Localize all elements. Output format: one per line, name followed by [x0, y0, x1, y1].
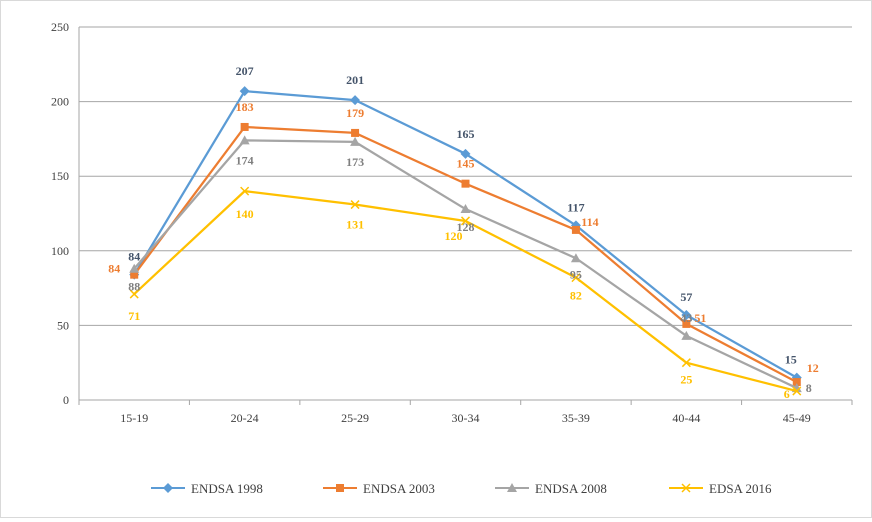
y-tick-label: 50: [57, 318, 69, 332]
data-point-marker: [571, 273, 581, 283]
data-label: 15: [785, 353, 797, 367]
data-label: 117: [567, 200, 584, 214]
series-line: [133, 139, 798, 390]
data-label: 173: [346, 155, 364, 169]
data-point-marker: [570, 253, 581, 263]
data-label: 165: [457, 127, 475, 141]
legend-item: ENDSA 2008: [495, 481, 607, 496]
data-point-marker: [461, 179, 470, 188]
data-point-marker: [239, 135, 250, 145]
data-label: 71: [128, 309, 140, 323]
legend: ENDSA 1998 ENDSA 2003 ENDSA 2008 EDSA 2016: [151, 481, 772, 496]
data-point-marker: [240, 122, 249, 131]
x-tick-label: 35-39: [562, 411, 590, 425]
data-point-marker: [682, 319, 691, 328]
data-label: 179: [346, 106, 364, 120]
data-point-marker: [240, 186, 250, 196]
data-label: 43: [680, 311, 692, 325]
data-label: 140: [236, 207, 254, 221]
legend-label: ENDSA 2008: [535, 481, 607, 496]
data-point-marker: [350, 200, 360, 210]
series-endsa-2008: [129, 135, 802, 393]
data-point-marker: [460, 148, 471, 159]
data-label: 201: [346, 73, 364, 87]
data-label: 8: [806, 381, 812, 395]
data-label: 84: [128, 250, 140, 264]
gridlines: [79, 26, 852, 326]
axes: 0 50 100 150 200 250 15-19 20-24 25-29 30-34 35-39…: [51, 20, 853, 425]
legend-marker: [336, 484, 344, 492]
data-label: 84: [108, 262, 120, 276]
legend-label: ENDSA 2003: [363, 481, 435, 496]
data-label: 51: [694, 311, 706, 325]
data-point-marker: [681, 358, 691, 368]
data-point-marker: [129, 263, 140, 273]
data-label: 128: [457, 220, 475, 234]
y-tick-label: 0: [63, 393, 69, 407]
data-label: 145: [457, 157, 475, 171]
legend-item: ENDSA 2003: [323, 481, 435, 496]
data-point-marker: [130, 270, 139, 279]
legend-item: ENDSA 1998: [151, 481, 263, 496]
y-tick-label: 200: [51, 95, 69, 109]
data-point-marker: [350, 136, 361, 146]
data-label: 82: [570, 289, 582, 303]
x-tick-label: 25-29: [341, 411, 369, 425]
data-label: 131: [346, 218, 364, 232]
data-label: 6: [784, 387, 790, 401]
legend-label: ENDSA 1998: [191, 481, 263, 496]
data-label: 207: [236, 64, 254, 78]
data-label: 120: [445, 229, 463, 243]
x-tick-label: 40-44: [672, 411, 700, 425]
data-label: 114: [581, 215, 598, 229]
data-point-marker: [239, 86, 250, 97]
legend-marker: [681, 483, 691, 493]
series-lines: [129, 86, 802, 396]
data-point-marker: [351, 128, 360, 137]
legend-label: EDSA 2016: [709, 481, 772, 496]
x-tick-label: 45-49: [783, 411, 811, 425]
data-label: 12: [807, 361, 819, 375]
data-point-marker: [792, 378, 801, 387]
series-endsa-2003: [130, 122, 801, 387]
data-point-marker: [129, 289, 139, 299]
data-point-marker: [460, 216, 471, 226]
y-tick-label: 100: [51, 244, 69, 258]
data-point-marker: [460, 204, 471, 214]
y-tick-label: 150: [51, 169, 69, 183]
x-tick-label: 20-24: [231, 411, 259, 425]
data-label: 174: [236, 153, 254, 167]
legend-marker: [163, 483, 173, 493]
x-tick-label: 30-34: [452, 411, 480, 425]
legend-item: EDSA 2016: [669, 481, 772, 496]
x-tick-label: 15-19: [120, 411, 148, 425]
data-point-marker: [350, 95, 361, 106]
data-label: 95: [570, 267, 582, 281]
data-label: 88: [128, 280, 140, 294]
data-label: 25: [680, 373, 692, 387]
data-point-marker: [681, 309, 692, 320]
data-label: 57: [680, 290, 692, 304]
legend-marker: [507, 483, 517, 492]
data-label: 183: [236, 100, 254, 114]
data-point-marker: [681, 330, 692, 340]
series-edsa-2016: [129, 186, 802, 396]
data-point-marker: [792, 386, 802, 396]
data-point-marker: [571, 225, 580, 234]
y-tick-label: 250: [51, 20, 69, 34]
